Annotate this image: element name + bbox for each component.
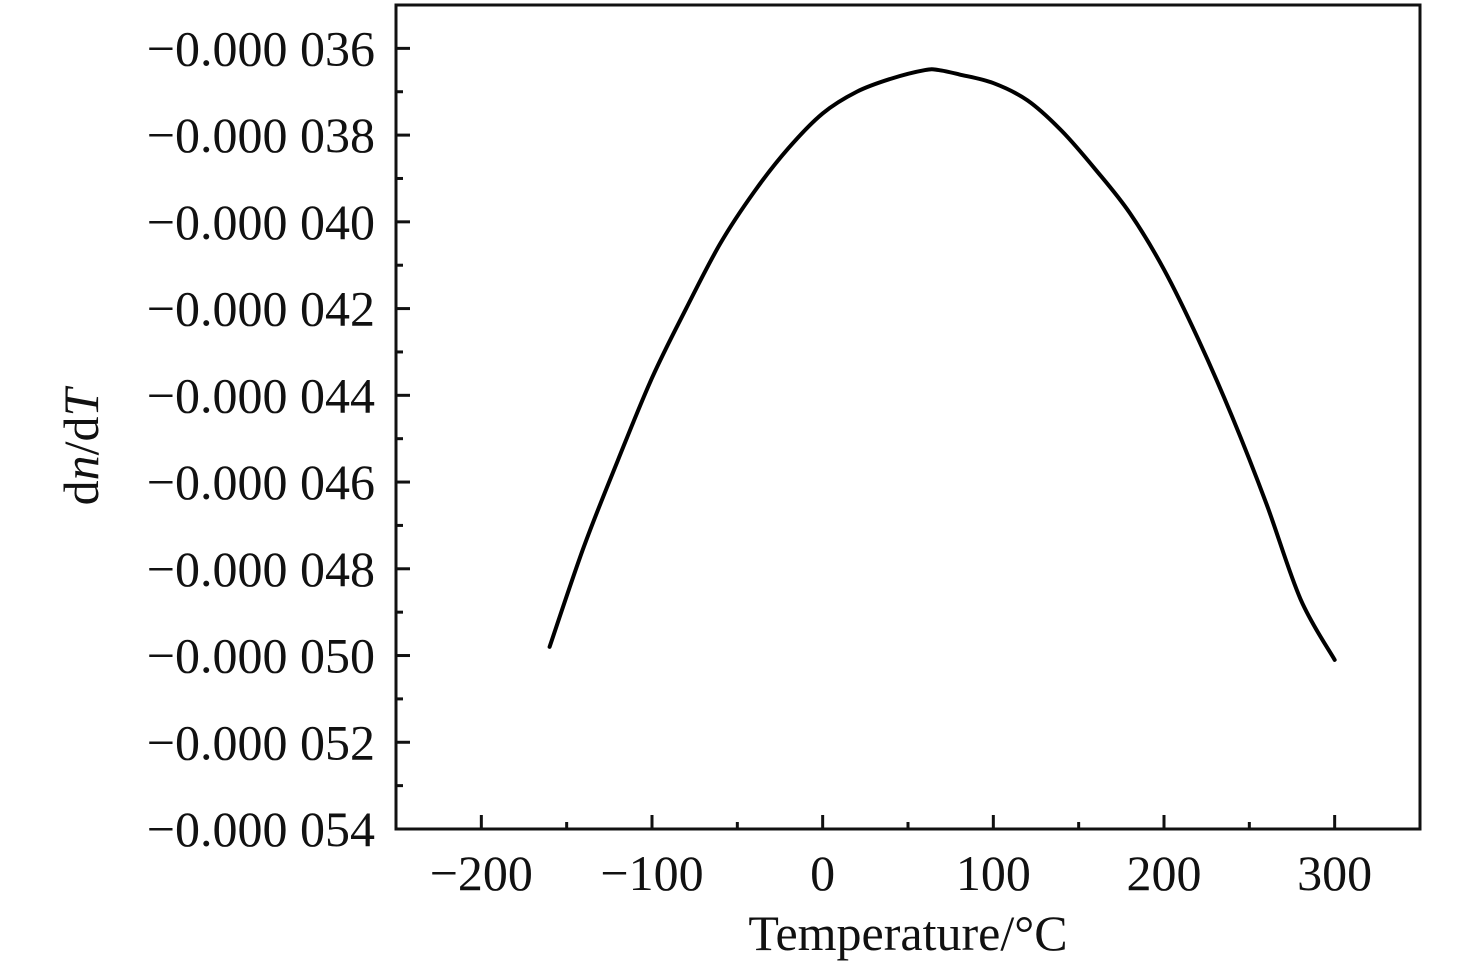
- x-tick-label: −200: [430, 845, 533, 901]
- series-line: [547, 67, 1337, 662]
- plot-frame: [394, 3, 1422, 831]
- y-tick-label: −0.000 052: [147, 714, 375, 770]
- x-tick-label: 100: [956, 845, 1031, 901]
- y-axis-tick-labels: −0.000 036 −0.000 038 −0.000 040 −0.000 042…: [147, 20, 375, 857]
- y-tick-label: −0.000 040: [147, 194, 375, 250]
- y-tick-label: −0.000 036: [147, 20, 375, 76]
- y-tick-label: −0.000 050: [147, 628, 375, 684]
- x-tick-label: 300: [1297, 845, 1372, 901]
- x-axis-title: Temperature/°C: [748, 905, 1067, 961]
- series-layer: [547, 67, 1337, 662]
- y-tick-label: −0.000 044: [147, 367, 375, 423]
- y-tick-label: −0.000 042: [147, 281, 375, 337]
- y-tick-label: −0.000 038: [147, 107, 375, 163]
- y-axis-title-part: n: [53, 455, 109, 480]
- x-tick-label: 200: [1127, 845, 1202, 901]
- y-axis-title-part: /d: [53, 416, 109, 455]
- y-tick-label: −0.000 048: [147, 541, 375, 597]
- y-tick-label: −0.000 054: [147, 801, 375, 857]
- x-axis-tick-labels: −200 −100 0 100 200 300: [430, 845, 1372, 901]
- y-axis-title-part: T: [53, 385, 109, 416]
- x-tick-label: 0: [810, 845, 835, 901]
- y-axis-title: dn/dT: [53, 385, 109, 505]
- x-axis-ticks: [479, 815, 1337, 829]
- y-tick-label: −0.000 046: [147, 454, 375, 510]
- y-axis-title-part: d: [53, 480, 109, 505]
- x-tick-label: −100: [600, 845, 703, 901]
- y-axis-ticks: [396, 46, 410, 831]
